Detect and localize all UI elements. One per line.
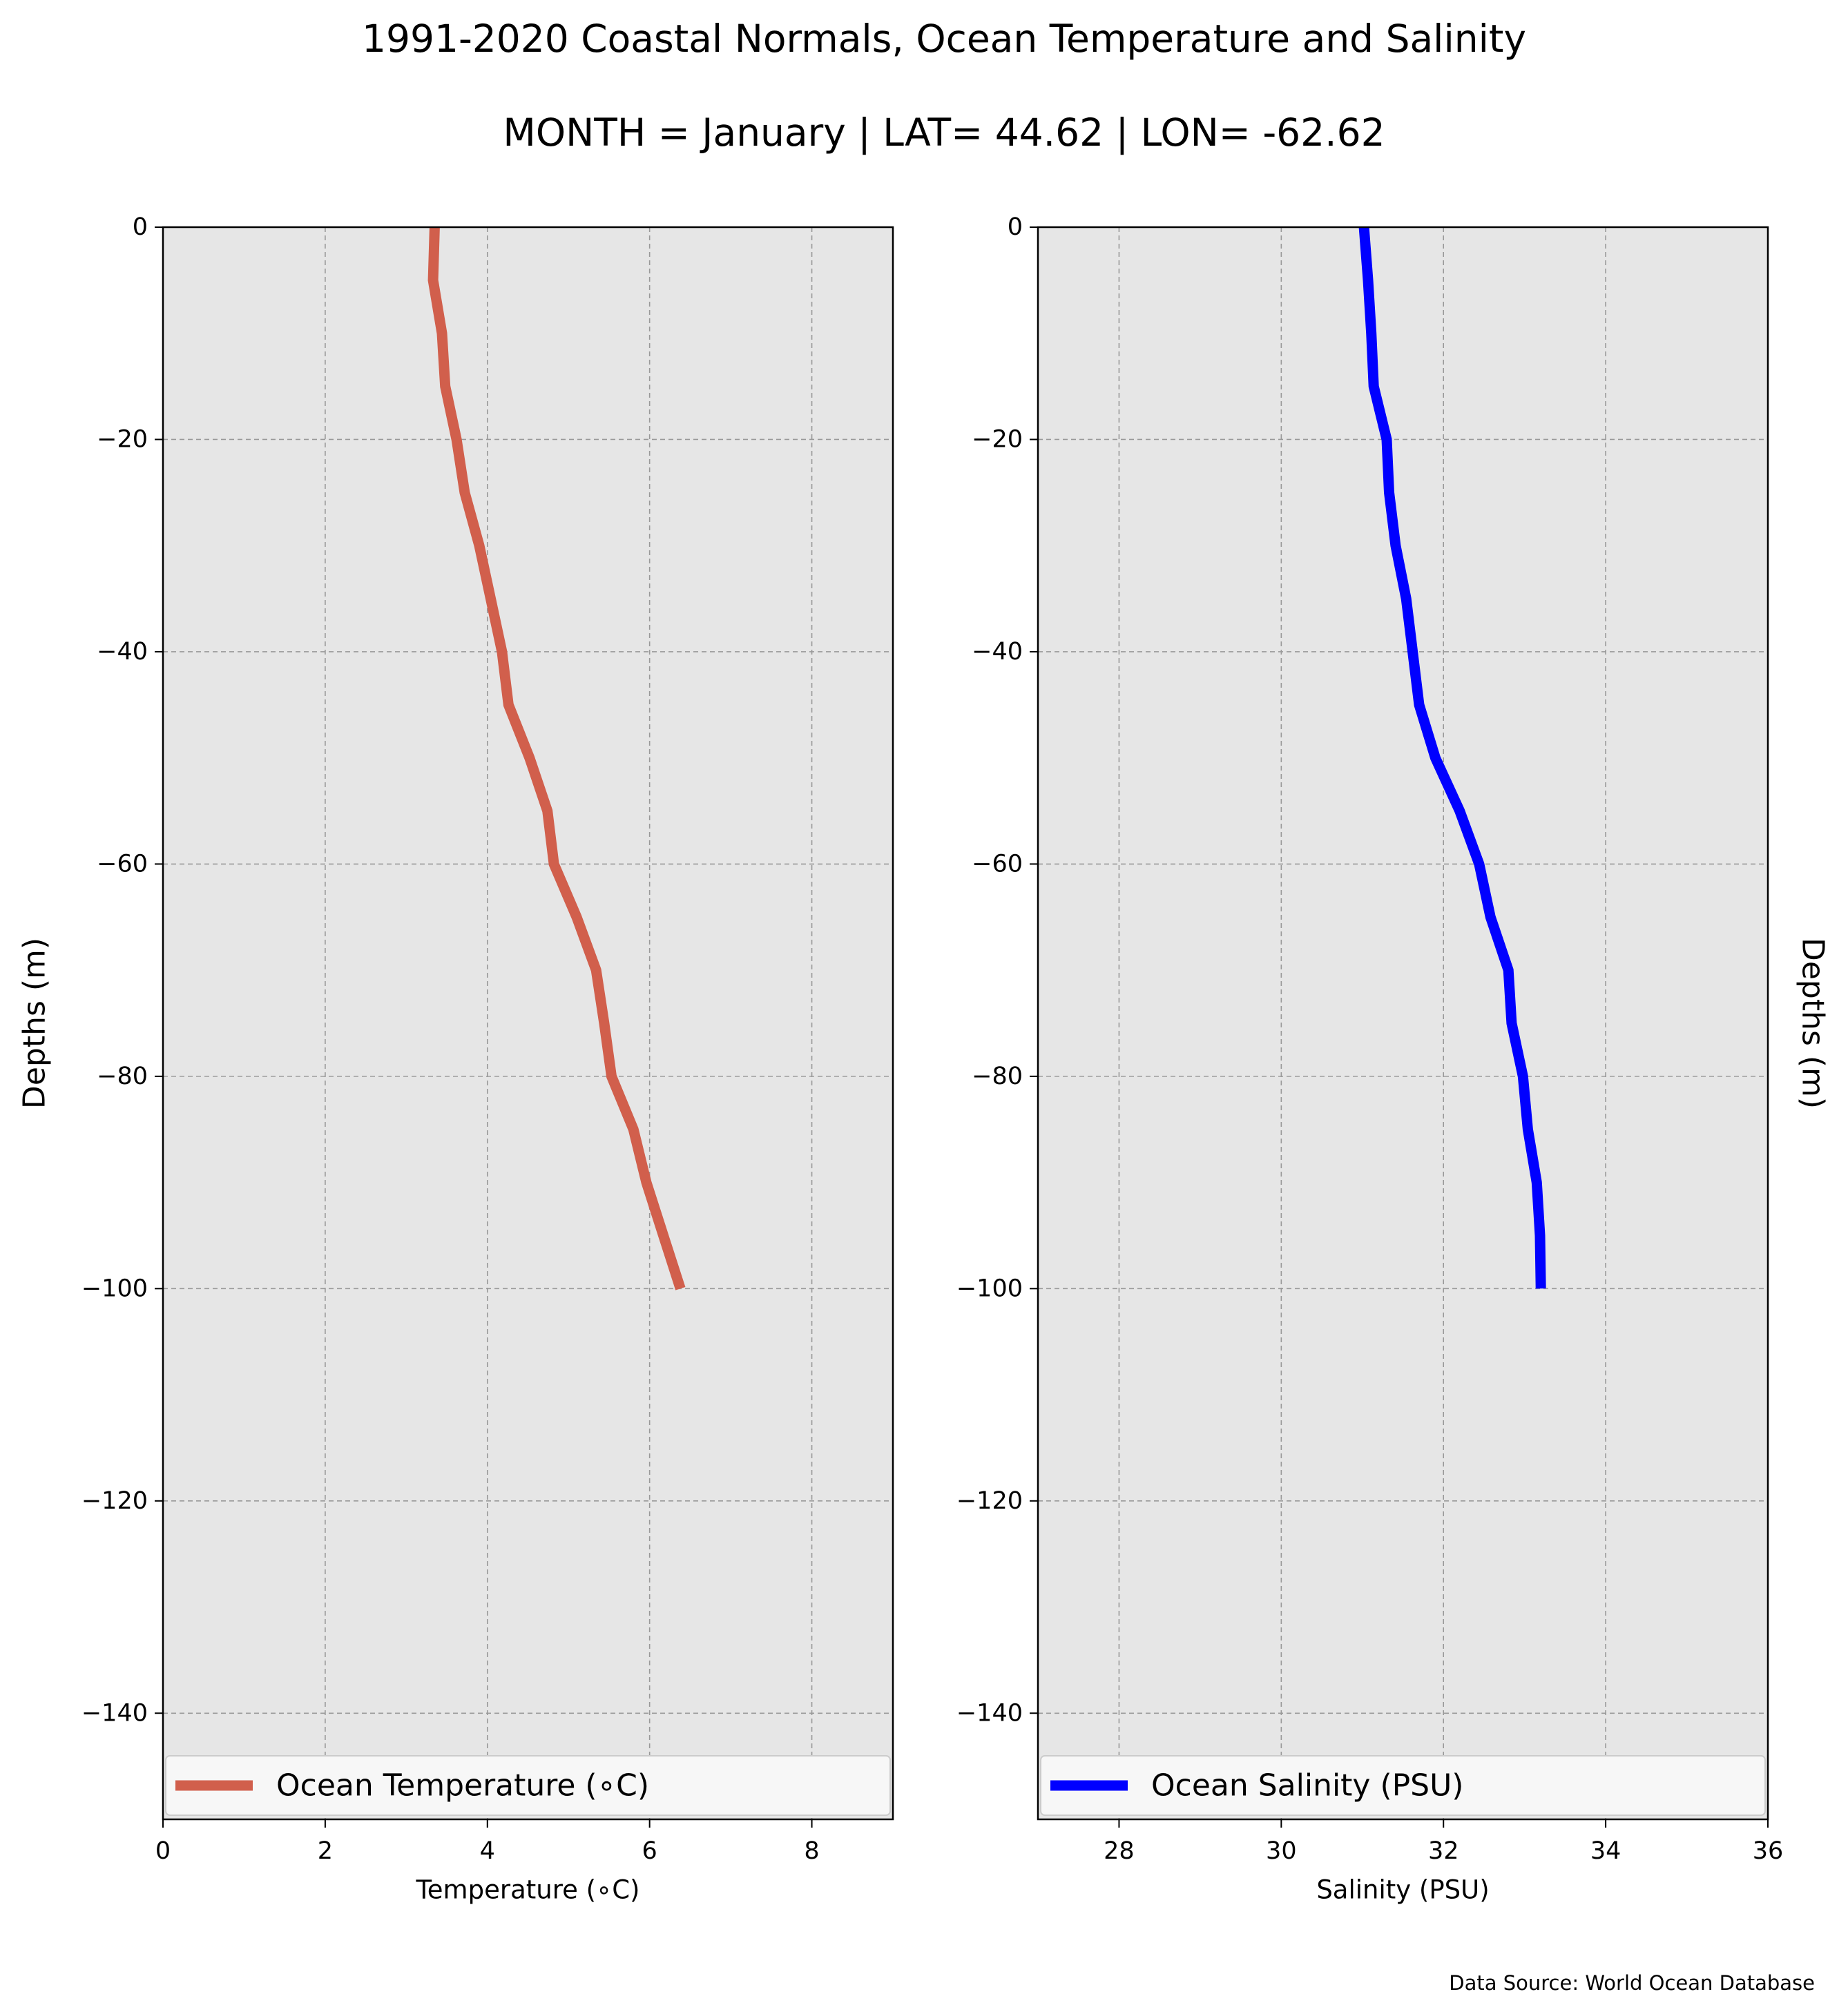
salinity-legend-label: Ocean Salinity (PSU) xyxy=(1151,1768,1463,1803)
temperature-panel: 0 2 4 6 8 0 −20 −40 −60 −80 −100 −120 −140 Temperatur… xyxy=(17,213,894,1905)
salinity-yaxis-label: Depths (m) xyxy=(1796,938,1831,1109)
temperature-xtick-label: 6 xyxy=(642,1837,657,1865)
temperature-xtick-label: 0 xyxy=(155,1837,171,1865)
temperature-xtick-label: 4 xyxy=(480,1837,495,1865)
salinity-xtick-label: 28 xyxy=(1104,1837,1135,1865)
salinity-plot-area xyxy=(1038,227,1768,1819)
salinity-ytick-label: −60 xyxy=(972,850,1023,878)
salinity-panel: 28 30 32 34 36 0 −20 −40 −60 −80 −100 −120 −140 Salin… xyxy=(956,213,1831,1905)
temperature-yaxis-label: Depths (m) xyxy=(17,938,52,1109)
figure-title: 1991-2020 Coastal Normals, Ocean Tempera… xyxy=(362,17,1526,61)
salinity-legend: Ocean Salinity (PSU) xyxy=(1040,1755,1766,1816)
temperature-axes-frame xyxy=(162,226,894,1821)
data-source-note: Data Source: World Ocean Database xyxy=(1449,1971,1815,1995)
salinity-xtick-label: 30 xyxy=(1266,1837,1297,1865)
salinity-ytick-label: −40 xyxy=(972,638,1023,666)
temperature-ytick-label: −20 xyxy=(97,425,148,453)
temperature-ytick-label: 0 xyxy=(133,213,148,241)
temperature-ytick-label: −120 xyxy=(81,1487,148,1515)
temperature-series-line xyxy=(427,226,686,1290)
salinity-axes-frame xyxy=(1037,226,1769,1821)
temperature-legend-label: Ocean Temperature (∘C) xyxy=(276,1768,649,1803)
temperature-xtick-label: 8 xyxy=(804,1837,819,1865)
salinity-ytick-label: 0 xyxy=(1008,213,1023,241)
temperature-ytick-label: −100 xyxy=(81,1275,148,1302)
temperature-xtick-label: 2 xyxy=(318,1837,333,1865)
salinity-ytick-label: −100 xyxy=(956,1275,1023,1302)
salinity-ytick-label: −20 xyxy=(972,425,1023,453)
salinity-series-line xyxy=(1358,226,1546,1289)
temperature-legend: Ocean Temperature (∘C) xyxy=(165,1755,891,1816)
temperature-ytick-label: −140 xyxy=(81,1699,148,1727)
temperature-plot-area xyxy=(163,227,893,1819)
figure-subtitle: MONTH = January | LAT= 44.62 | LON= -62.… xyxy=(503,110,1385,155)
salinity-legend-box xyxy=(1040,1755,1766,1816)
salinity-ytick-label: −80 xyxy=(972,1063,1023,1090)
temperature-legend-box xyxy=(165,1755,891,1816)
salinity-ytick-label: −140 xyxy=(956,1699,1023,1727)
salinity-xaxis-label: Salinity (PSU) xyxy=(1316,1875,1489,1905)
salinity-xtick-label: 32 xyxy=(1428,1837,1459,1865)
temperature-ytick-label: −80 xyxy=(97,1063,148,1090)
salinity-xtick-label: 36 xyxy=(1753,1837,1784,1865)
temperature-ytick-label: −40 xyxy=(97,638,148,666)
salinity-xtick-label: 34 xyxy=(1590,1837,1621,1865)
temperature-ytick-label: −60 xyxy=(97,850,148,878)
salinity-ytick-label: −120 xyxy=(956,1487,1023,1515)
temperature-xaxis-label: Temperature (∘C) xyxy=(415,1875,639,1905)
